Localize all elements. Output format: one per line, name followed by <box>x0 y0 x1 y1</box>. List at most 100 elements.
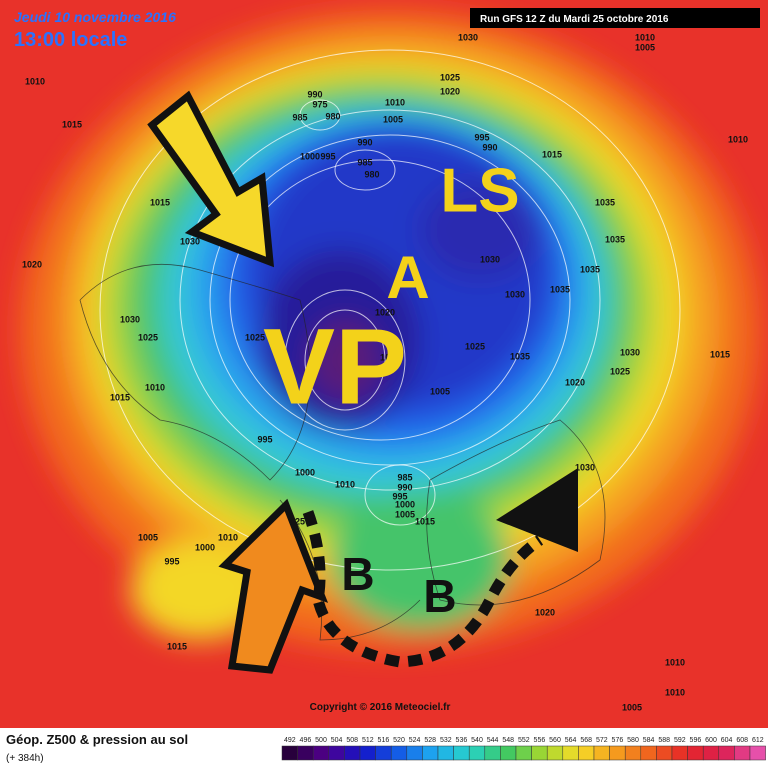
scale-label: 564 <box>565 737 577 744</box>
scale-cell <box>687 745 704 761</box>
pressure-label: 1035 <box>605 234 625 244</box>
pressure-label: 1010 <box>728 134 748 144</box>
scale-label: 572 <box>596 737 608 744</box>
pressure-label: 1025 <box>138 332 158 342</box>
pressure-label: 1030 <box>575 462 595 472</box>
run-info: Run GFS 12 Z du Mardi 25 octobre 2016 <box>480 14 669 25</box>
pressure-label: 990 <box>357 137 372 147</box>
pressure-label: 975 <box>312 99 327 109</box>
legend-title: Géop. Z500 & pression au sol <box>6 732 188 747</box>
dotted-path <box>302 510 544 668</box>
pressure-label: 1015 <box>150 197 170 207</box>
scale-label: 536 <box>456 737 468 744</box>
scale-cell <box>375 745 392 761</box>
scale-label: 568 <box>580 737 592 744</box>
pressure-label: 1005 <box>383 114 403 124</box>
pressure-label: 1020 <box>535 607 555 617</box>
scale-cell <box>437 745 454 761</box>
scale-label: 560 <box>549 737 561 744</box>
scale-cell <box>718 745 735 761</box>
annotation-b: B <box>341 548 374 600</box>
scale-cell <box>281 745 298 761</box>
pressure-label: 980 <box>364 169 379 179</box>
scale-cell <box>609 745 626 761</box>
pressure-label: 1015 <box>542 149 562 159</box>
pressure-label: 1020 <box>22 259 42 269</box>
pressure-label: 1010 <box>385 97 405 107</box>
pressure-label: 1000 <box>195 542 215 552</box>
scale-label: 604 <box>721 737 733 744</box>
scale-cell <box>656 745 673 761</box>
pressure-label: 1030 <box>458 32 478 42</box>
pressure-label: 985 <box>292 112 307 122</box>
run-box <box>470 8 760 28</box>
pressure-label: 995 <box>392 491 407 501</box>
scale-cell <box>531 745 548 761</box>
pressure-label: 1010 <box>218 532 238 542</box>
pressure-label: 995 <box>164 556 179 566</box>
isobars <box>99 49 681 571</box>
scale-label: 612 <box>752 737 764 744</box>
scale-cell <box>578 745 595 761</box>
scale-label: 508 <box>346 737 358 744</box>
scale-label: 528 <box>424 737 436 744</box>
pressure-label: 1030 <box>180 236 200 246</box>
pressure-label: 1035 <box>595 197 615 207</box>
scale-label: 548 <box>502 737 514 744</box>
scale-cell <box>484 745 501 761</box>
date: Jeudi 10 novembre 2016 <box>14 9 176 25</box>
pressure-label: 1015 <box>62 119 82 129</box>
pressure-label: 1020 <box>565 377 585 387</box>
scale-cell <box>734 745 751 761</box>
scale-label: 516 <box>378 737 390 744</box>
pressure-label: 1000 <box>395 499 415 509</box>
pressure-label: 995 <box>320 151 335 161</box>
scale-label: 596 <box>690 737 702 744</box>
scale-cell <box>546 745 564 761</box>
pressure-label: 1015 <box>415 516 435 526</box>
annotation-b: B <box>423 570 456 622</box>
pressure-label: 1005 <box>395 509 415 519</box>
scale-label: 492 <box>284 737 296 744</box>
scale-cell <box>702 745 720 761</box>
pressure-label: 1005 <box>138 532 158 542</box>
scale-label: 532 <box>440 737 452 744</box>
pressure-label: 1035 <box>550 284 570 294</box>
time: 13:00 locale <box>14 29 127 51</box>
pressure-label: 1010 <box>665 687 685 697</box>
pressure-label: 1010 <box>335 479 355 489</box>
pressure-label: 1030 <box>120 314 140 324</box>
scale-cell <box>624 745 642 761</box>
scale-cell <box>359 745 376 761</box>
scale-cell <box>468 745 486 761</box>
scale-label: 608 <box>736 737 748 744</box>
scale-label: 544 <box>487 737 499 744</box>
pressure-label: 1005 <box>430 386 450 396</box>
scale-cell <box>422 745 439 761</box>
pressure-label: 1015 <box>167 641 187 651</box>
scale-label: 576 <box>612 737 624 744</box>
scale-label: 524 <box>409 737 421 744</box>
annotation-ls: LS <box>440 156 519 225</box>
annotation-a: A <box>386 244 429 311</box>
scale-label: 552 <box>518 737 530 744</box>
pressure-label: 1000 <box>300 151 320 161</box>
pressure-label: 1035 <box>510 351 530 361</box>
scale-cell <box>453 745 470 761</box>
scale-cell <box>640 745 657 761</box>
pressure-label: 1015 <box>380 352 400 362</box>
pressure-label: 1015 <box>710 349 730 359</box>
pressure-label: 990 <box>397 482 412 492</box>
pressure-label: 1005 <box>622 702 642 712</box>
scale-cell <box>328 745 345 761</box>
pressure-label: 980 <box>325 111 340 121</box>
pressure-label: 1020 <box>440 86 460 96</box>
pressure-label: 985 <box>397 472 412 482</box>
scale-label: 500 <box>315 737 327 744</box>
coastlines <box>79 263 606 641</box>
scale-cell <box>344 745 361 761</box>
pressure-label: 1030 <box>505 289 525 299</box>
arrow-southeast <box>147 90 275 268</box>
scale-cell <box>390 745 408 761</box>
